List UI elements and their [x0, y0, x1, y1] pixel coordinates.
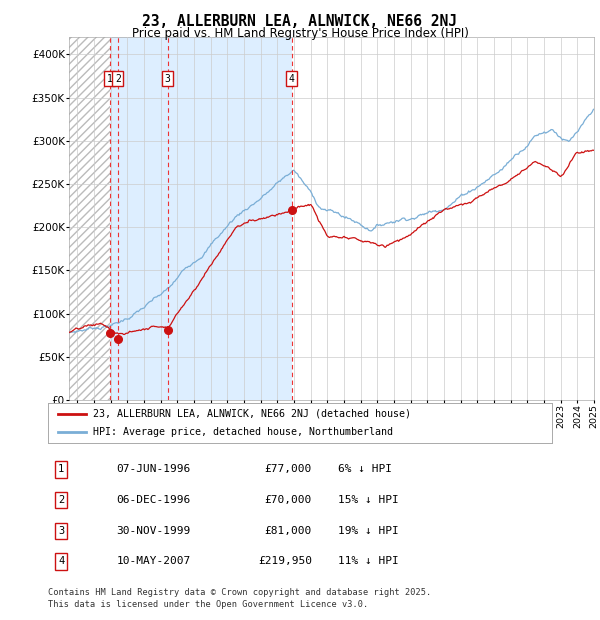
Text: 11% ↓ HPI: 11% ↓ HPI [338, 557, 399, 567]
Text: Price paid vs. HM Land Registry's House Price Index (HPI): Price paid vs. HM Land Registry's House … [131, 27, 469, 40]
Text: 1: 1 [107, 74, 113, 84]
Text: Contains HM Land Registry data © Crown copyright and database right 2025.: Contains HM Land Registry data © Crown c… [48, 588, 431, 597]
Text: 07-JUN-1996: 07-JUN-1996 [116, 464, 191, 474]
Text: 4: 4 [289, 74, 295, 84]
Text: 3: 3 [58, 526, 64, 536]
Text: 23, ALLERBURN LEA, ALNWICK, NE66 2NJ: 23, ALLERBURN LEA, ALNWICK, NE66 2NJ [143, 14, 458, 29]
Text: £81,000: £81,000 [265, 526, 312, 536]
Text: 6% ↓ HPI: 6% ↓ HPI [338, 464, 392, 474]
Text: 1: 1 [58, 464, 64, 474]
Text: 15% ↓ HPI: 15% ↓ HPI [338, 495, 399, 505]
Text: This data is licensed under the Open Government Licence v3.0.: This data is licensed under the Open Gov… [48, 600, 368, 609]
Bar [110, 37, 292, 400]
Text: 06-DEC-1996: 06-DEC-1996 [116, 495, 191, 505]
Text: 3: 3 [164, 74, 170, 84]
Text: 19% ↓ HPI: 19% ↓ HPI [338, 526, 399, 536]
Text: £70,000: £70,000 [265, 495, 312, 505]
Text: £77,000: £77,000 [265, 464, 312, 474]
Text: HPI: Average price, detached house, Northumberland: HPI: Average price, detached house, Nort… [94, 427, 394, 438]
Bar [69, 37, 110, 400]
Text: £219,950: £219,950 [258, 557, 312, 567]
Text: 2: 2 [58, 495, 64, 505]
Text: 30-NOV-1999: 30-NOV-1999 [116, 526, 191, 536]
Text: 2: 2 [115, 74, 121, 84]
Text: 10-MAY-2007: 10-MAY-2007 [116, 557, 191, 567]
Text: 23, ALLERBURN LEA, ALNWICK, NE66 2NJ (detached house): 23, ALLERBURN LEA, ALNWICK, NE66 2NJ (de… [94, 409, 412, 419]
Text: 4: 4 [58, 557, 64, 567]
